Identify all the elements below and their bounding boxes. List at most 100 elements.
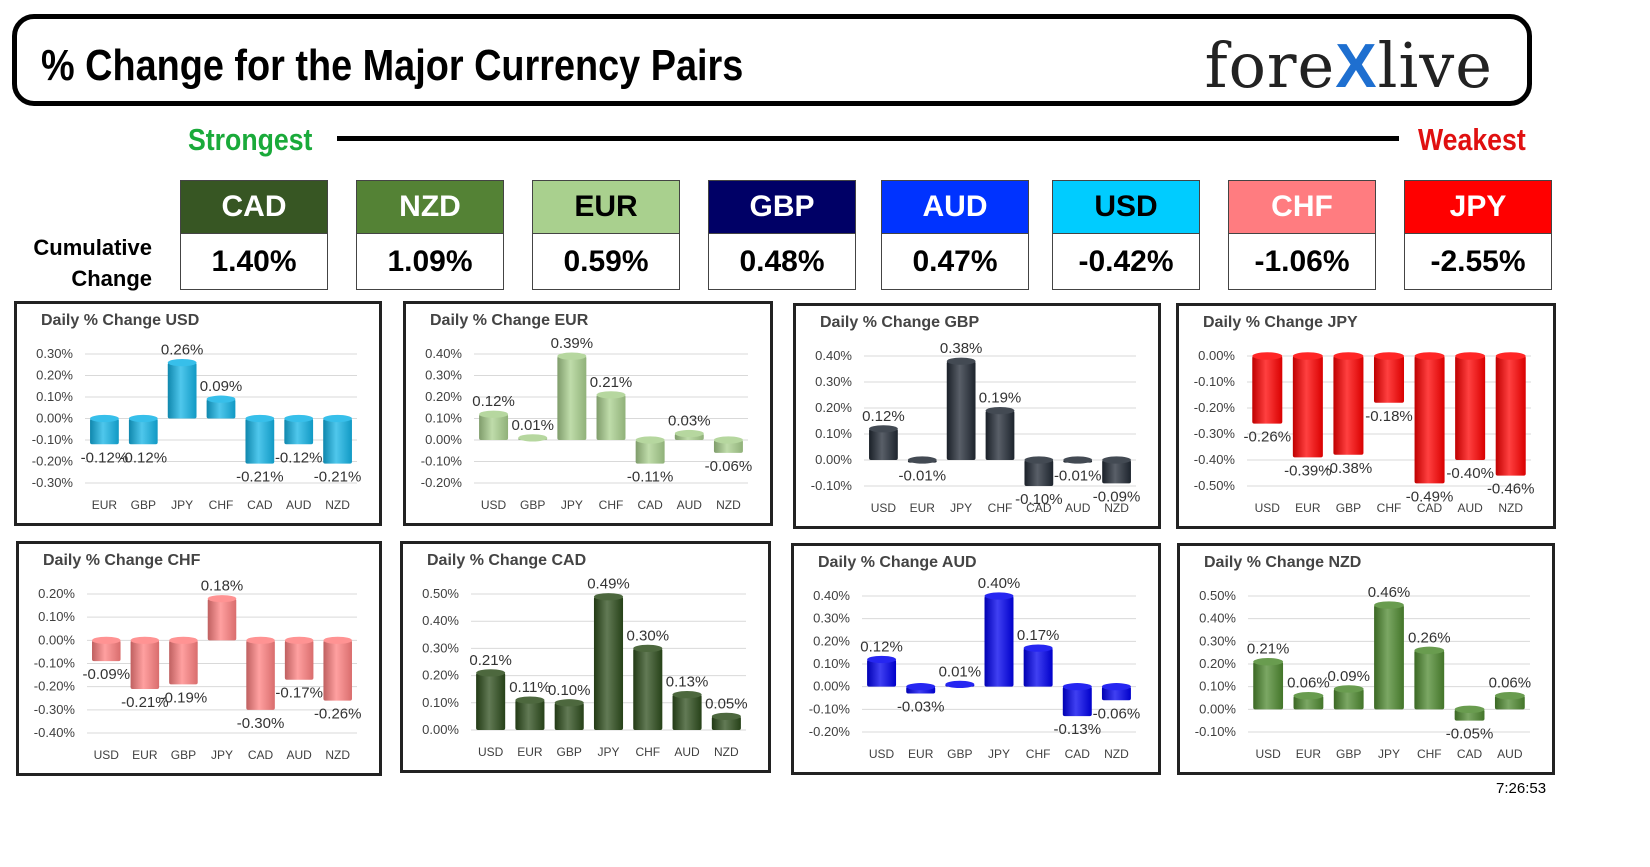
- data-label: 0.19%: [979, 390, 1022, 407]
- data-label: -0.12%: [81, 449, 129, 466]
- bar-top: [476, 669, 506, 677]
- bar: [1253, 661, 1284, 710]
- data-label: 0.12%: [472, 393, 515, 410]
- bar: [869, 428, 898, 460]
- y-tick-label: -0.10%: [809, 701, 851, 716]
- x-tick-label: JPY: [561, 498, 583, 512]
- chart-panel-jpy: Daily % Change JPY 0.00% -0.10% -0.20% -0.3…: [1176, 303, 1556, 529]
- chart-panel-nzd: Daily % Change NZD 0.50% 0.40% 0.30% 0.20% 0…: [1177, 543, 1555, 775]
- x-tick-label: AUD: [677, 498, 703, 512]
- bar-top: [1333, 352, 1364, 360]
- x-tick-label: USD: [869, 747, 895, 761]
- bar: [672, 694, 702, 730]
- x-tick-label: EUR: [517, 745, 543, 759]
- bar: [130, 640, 160, 689]
- bar-top: [1293, 692, 1324, 700]
- y-tick-label: 0.10%: [1199, 679, 1236, 694]
- x-tick-label: AUD: [1457, 501, 1483, 515]
- data-label: 0.11%: [509, 679, 550, 696]
- x-tick-label: AUD: [674, 745, 700, 759]
- y-tick-label: -0.30%: [34, 702, 76, 717]
- chart-panel-usd: Daily % Change USD 0.30% 0.20% 0.10% 0.00% -…: [14, 301, 382, 526]
- data-label: 0.12%: [860, 638, 903, 655]
- bar: [476, 672, 506, 730]
- bar-top: [867, 655, 897, 664]
- chart-panel-cad: Daily % Change CAD 0.50% 0.40% 0.30% 0.20% 0…: [400, 541, 771, 773]
- x-tick-label: CHF: [635, 745, 660, 759]
- currency-name: GBP: [709, 181, 855, 234]
- bar: [1062, 686, 1092, 717]
- data-label: 0.18%: [201, 578, 244, 595]
- bar-top: [1373, 352, 1405, 360]
- bar-top: [1292, 352, 1323, 360]
- x-tick-label: USD: [94, 748, 120, 762]
- data-label: 0.13%: [666, 674, 709, 691]
- y-tick-label: 0.10%: [38, 609, 75, 624]
- x-tick-label: CHF: [209, 498, 234, 512]
- cumulative-value: 1.09%: [387, 245, 473, 278]
- x-tick-label: USD: [478, 745, 504, 759]
- bar: [867, 659, 897, 687]
- x-tick-label: EUR: [1296, 747, 1322, 761]
- bar-top: [323, 414, 352, 423]
- bar-top: [1414, 646, 1445, 655]
- chart-title: Daily % Change GBP: [820, 314, 980, 331]
- y-tick-label: -0.20%: [421, 475, 463, 490]
- bar-top: [946, 357, 976, 365]
- bar: [1293, 695, 1324, 710]
- chart-panel-chf: Daily % Change CHF 0.20% 0.10% 0.00% -0.10%…: [16, 541, 382, 776]
- bar: [946, 361, 976, 460]
- data-label: -0.01%: [899, 468, 947, 485]
- bar-top: [1495, 352, 1526, 360]
- x-tick-label: CHF: [1026, 747, 1051, 761]
- x-tick-label: AUD: [286, 498, 312, 512]
- data-label: -0.21%: [314, 469, 362, 486]
- y-tick-label: -0.20%: [809, 724, 851, 739]
- data-label: 0.26%: [1408, 629, 1451, 646]
- y-tick-label: 0.30%: [1199, 633, 1236, 648]
- bar: [1252, 356, 1283, 424]
- bar: [246, 640, 275, 710]
- strongest-label: Strongest: [188, 122, 313, 157]
- bar: [207, 598, 237, 641]
- chart-title: Daily % Change JPY: [1203, 314, 1358, 331]
- chart-svg: 0.50% 0.40% 0.30% 0.20% 0.10% 0.00% 0.21% USD 0.…: [422, 576, 748, 759]
- bar-top: [1374, 601, 1404, 609]
- chart-svg: 0.30% 0.20% 0.10% 0.00% -0.10% -0.20% -0.30% -0…: [32, 342, 362, 512]
- bar: [1023, 648, 1053, 687]
- chart-svg: 0.40% 0.30% 0.20% 0.10% 0.00% -0.10% -0.20% 0.1…: [421, 335, 752, 512]
- bar: [515, 700, 545, 730]
- data-label: -0.10%: [1015, 491, 1063, 508]
- bar-top: [245, 414, 275, 423]
- currency-box: CHF -1.06%: [1228, 180, 1376, 290]
- currency-name: NZD: [357, 181, 503, 234]
- chart-title: Daily % Change EUR: [430, 312, 589, 329]
- bar: [1333, 688, 1364, 710]
- y-tick-label: 0.10%: [422, 695, 459, 710]
- y-tick-label: -0.10%: [811, 478, 853, 493]
- bar-top: [596, 391, 626, 399]
- bar-top: [167, 359, 197, 367]
- y-tick-label: 0.00%: [425, 432, 462, 447]
- x-tick-label: NZD: [325, 498, 350, 512]
- data-label: -0.12%: [120, 449, 168, 466]
- x-tick-label: JPY: [597, 745, 619, 759]
- bar: [1333, 356, 1364, 455]
- currency-box: JPY -2.55%: [1404, 180, 1552, 290]
- y-tick-label: 0.00%: [1198, 348, 1235, 363]
- cumulative-change-label: Cumulative Change: [33, 235, 152, 291]
- y-tick-label: -0.30%: [32, 475, 74, 490]
- data-label: -0.21%: [121, 694, 169, 711]
- currency-box: EUR 0.59%: [532, 180, 680, 290]
- x-tick-label: NZD: [716, 498, 741, 512]
- y-tick-label: -0.40%: [34, 725, 76, 740]
- bar: [596, 394, 626, 440]
- bar-top: [479, 410, 509, 418]
- x-tick-label: CHF: [1417, 747, 1442, 761]
- cumulative-value: -0.42%: [1078, 245, 1174, 278]
- y-tick-label: -0.40%: [1194, 452, 1236, 467]
- bar: [323, 418, 352, 464]
- bar: [1374, 605, 1404, 710]
- y-tick-label: -0.20%: [34, 679, 76, 694]
- x-tick-label: USD: [1255, 747, 1281, 761]
